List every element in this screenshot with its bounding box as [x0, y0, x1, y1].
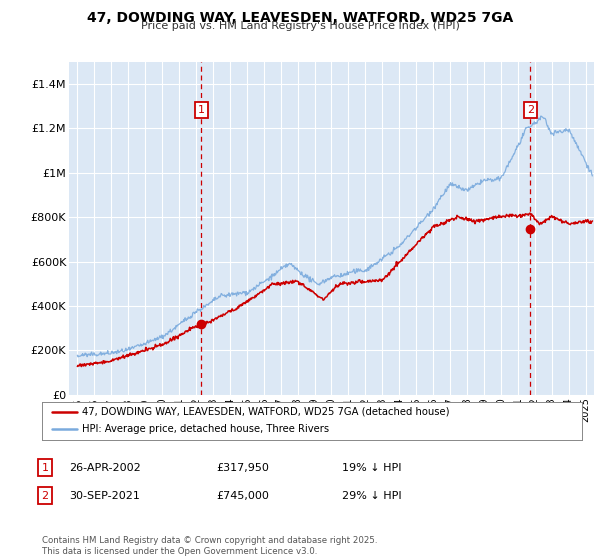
Text: 47, DOWDING WAY, LEAVESDEN, WATFORD, WD25 7GA (detached house): 47, DOWDING WAY, LEAVESDEN, WATFORD, WD2… [83, 407, 450, 417]
Text: 30-SEP-2021: 30-SEP-2021 [69, 491, 140, 501]
Text: 2: 2 [527, 105, 534, 115]
Text: 47, DOWDING WAY, LEAVESDEN, WATFORD, WD25 7GA: 47, DOWDING WAY, LEAVESDEN, WATFORD, WD2… [87, 11, 513, 25]
Text: 1: 1 [198, 105, 205, 115]
Text: £317,950: £317,950 [216, 463, 269, 473]
Text: 1: 1 [41, 463, 49, 473]
Text: 19% ↓ HPI: 19% ↓ HPI [342, 463, 401, 473]
Text: Price paid vs. HM Land Registry's House Price Index (HPI): Price paid vs. HM Land Registry's House … [140, 21, 460, 31]
Text: HPI: Average price, detached house, Three Rivers: HPI: Average price, detached house, Thre… [83, 424, 329, 435]
Text: Contains HM Land Registry data © Crown copyright and database right 2025.
This d: Contains HM Land Registry data © Crown c… [42, 536, 377, 556]
Text: £745,000: £745,000 [216, 491, 269, 501]
Text: 26-APR-2002: 26-APR-2002 [69, 463, 141, 473]
Text: 2: 2 [41, 491, 49, 501]
Text: 29% ↓ HPI: 29% ↓ HPI [342, 491, 401, 501]
